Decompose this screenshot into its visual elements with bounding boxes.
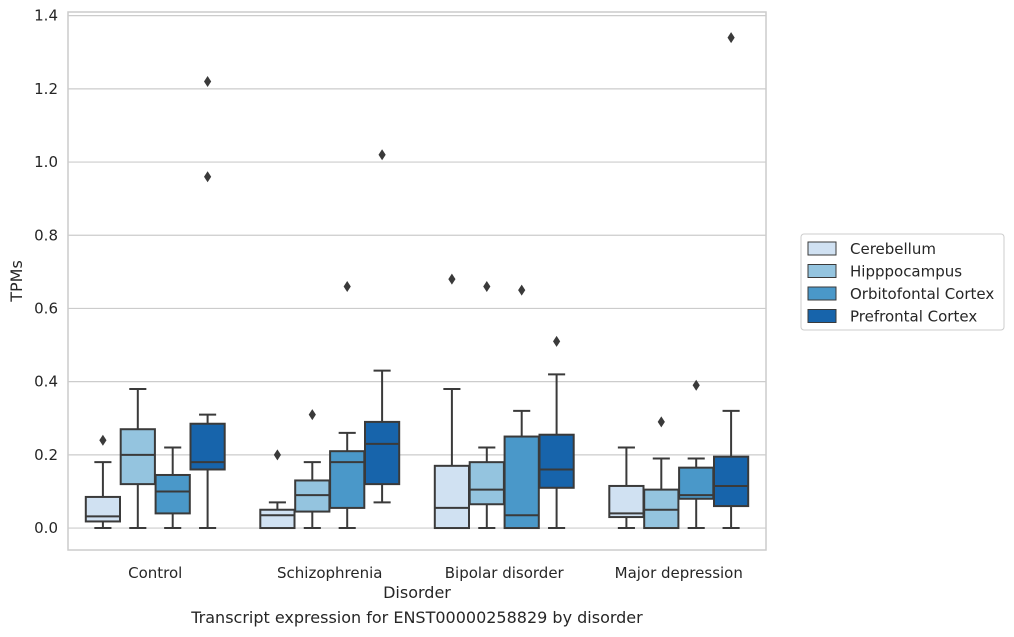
outlier-point <box>483 280 491 292</box>
legend-item: Orbitofontal Cortex <box>807 285 994 303</box>
outlier-point <box>308 409 316 421</box>
box-iqr <box>329 450 366 509</box>
x-tick-label: Schizophrenia <box>277 564 382 582</box>
box-cerebellum <box>259 449 296 530</box>
box-prefrontal-cortex <box>538 335 575 530</box>
outlier-point <box>657 416 665 428</box>
box-iqr <box>154 473 191 515</box>
box-hipppocampus <box>643 416 680 530</box>
x-tick-label: Major depression <box>615 564 743 582</box>
y-tick-label: 1.0 <box>34 153 58 171</box>
box-iqr <box>433 464 471 530</box>
box-iqr <box>678 466 715 500</box>
box-iqr <box>608 484 645 519</box>
outlier-point <box>692 379 700 391</box>
box-hipppocampus <box>468 280 505 530</box>
box-hipppocampus <box>119 387 156 530</box>
y-axis-label: TPMs <box>7 260 26 303</box>
x-axis-label: Disorder <box>383 583 451 602</box>
legend-item: Prefrontal Cortex <box>807 308 977 326</box>
legend-item: Cerebellum <box>807 240 936 258</box>
outlier-point <box>518 284 526 296</box>
legend-item: Hipppocampus <box>807 263 962 281</box>
box-iqr <box>712 455 750 508</box>
legend-label: Cerebellum <box>850 240 936 258</box>
box-orbitofontal-cortex <box>154 446 191 530</box>
y-tick-labels: 0.0 0.2 0.4 0.6 0.8 1.0 1.2 1.4 <box>34 7 58 537</box>
legend-swatch <box>807 241 837 256</box>
y-tick-label: 0.0 <box>34 519 58 537</box>
box-iqr <box>119 428 156 486</box>
box-orbitofontal-cortex <box>678 379 715 530</box>
box-iqr <box>363 420 401 486</box>
y-tick-label: 0.2 <box>34 446 58 464</box>
box-iqr <box>538 433 575 489</box>
box-cerebellum <box>84 434 122 530</box>
legend-swatch <box>807 286 837 301</box>
box-cerebellum <box>608 446 645 530</box>
box-cerebellum <box>433 273 471 530</box>
legend: Cerebellum Hipppocampus Orbitofontal Corte… <box>800 233 1005 331</box>
y-tick-label: 0.6 <box>34 299 58 317</box>
box-prefrontal-cortex <box>189 76 226 530</box>
x-tick-label: Bipolar disorder <box>445 564 565 582</box>
box-iqr <box>84 495 122 523</box>
y-tick-label: 1.4 <box>34 7 58 25</box>
box-prefrontal-cortex <box>363 149 401 504</box>
outlier-point <box>727 32 735 44</box>
outlier-point <box>204 76 212 88</box>
legend-frame <box>800 233 1005 331</box>
outlier-point <box>273 449 281 461</box>
outlier-point <box>99 434 107 446</box>
box-groups <box>84 32 750 530</box>
gridlines <box>68 15 766 529</box>
x-tick-label: Control <box>128 564 182 582</box>
box-iqr <box>259 508 296 530</box>
legend-label: Orbitofontal Cortex <box>850 285 994 303</box>
outlier-point <box>378 149 386 161</box>
outlier-point <box>204 171 212 183</box>
outlier-point <box>343 280 351 292</box>
box-orbitofontal-cortex <box>503 284 540 530</box>
box-prefrontal-cortex <box>712 32 750 530</box>
legend-swatch <box>807 264 837 278</box>
box-iqr <box>468 461 505 506</box>
plot-frame <box>67 11 767 551</box>
y-tick-label: 0.4 <box>34 373 58 391</box>
outlier-point <box>553 335 561 347</box>
figure-caption: Transcript expression for ENST0000025882… <box>191 608 643 627</box>
y-tick-label: 1.2 <box>34 80 58 98</box>
legend-label: Prefrontal Cortex <box>850 308 977 326</box>
outlier-point <box>448 273 456 285</box>
legend-swatch <box>807 309 837 323</box>
y-tick-label: 0.8 <box>34 226 58 244</box>
box-orbitofontal-cortex <box>329 280 366 530</box>
x-tick-labels: Control Schizophrenia Bipolar disorder Majo… <box>128 564 743 582</box>
box-hipppocampus <box>294 409 331 530</box>
legend-label: Hipppocampus <box>850 263 962 281</box>
